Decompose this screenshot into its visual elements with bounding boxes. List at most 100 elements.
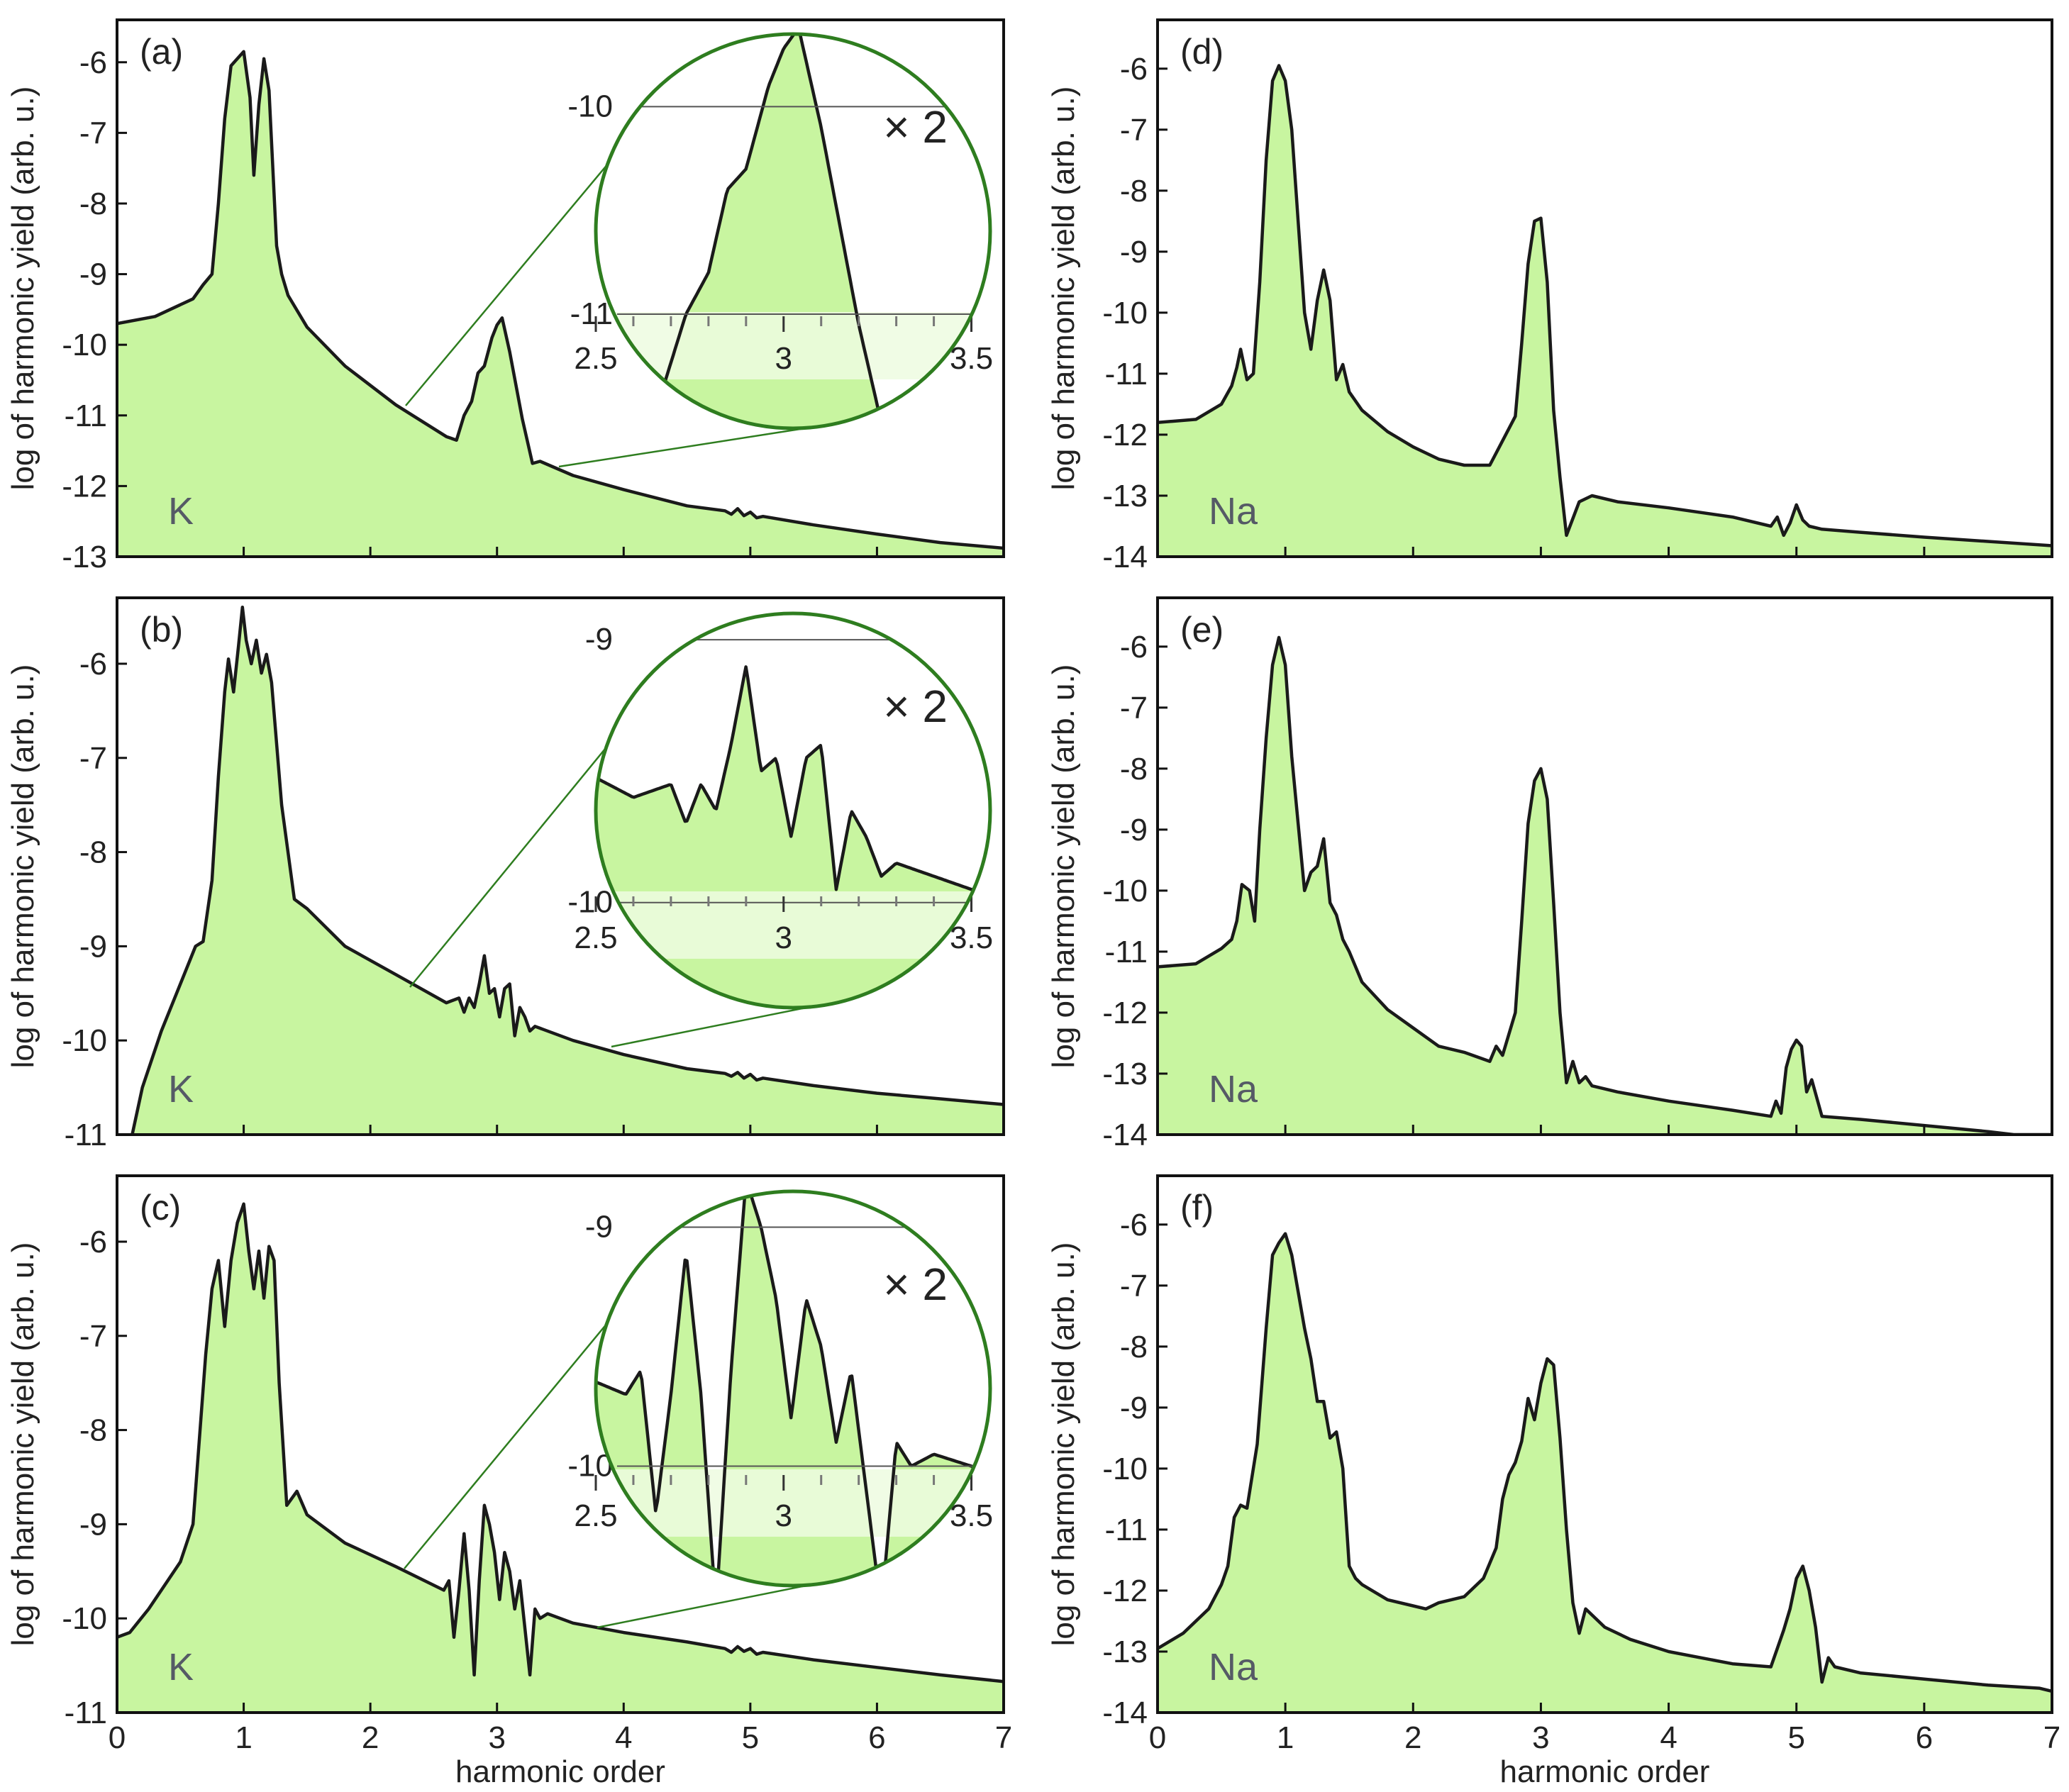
- element-label: Na: [1209, 490, 1258, 533]
- plot-frame: [116, 18, 1005, 558]
- y-axis-title: log of harmonic yield (arb. u.): [6, 1242, 40, 1647]
- inset-tick-band: [596, 312, 990, 379]
- inset-tick-label: 3: [775, 1498, 792, 1533]
- zoom-line: [558, 426, 809, 468]
- y-tick-label: -8: [1120, 1330, 1148, 1364]
- element-label: K: [168, 1646, 194, 1688]
- y-tick-label: -10: [1102, 296, 1148, 330]
- y-tick-label: -10: [1102, 874, 1148, 908]
- x-tick-label: 2: [362, 1720, 379, 1755]
- zoom-line: [611, 1006, 809, 1048]
- y-tick-label: -14: [1102, 540, 1148, 574]
- x-tick-label: 0: [1149, 1720, 1166, 1755]
- magnification-label: × 2: [883, 101, 948, 152]
- y-tick-label: -8: [79, 835, 107, 870]
- element-label: Na: [1209, 1068, 1258, 1111]
- y-tick-label: -6: [79, 647, 107, 681]
- y-tick-label: -11: [1105, 935, 1148, 969]
- y-tick-label: -6: [1120, 52, 1148, 87]
- inset-gridline-label: -10: [567, 885, 613, 920]
- y-tick-label: -11: [65, 399, 107, 433]
- element-label: Na: [1209, 1646, 1258, 1688]
- y-tick-label: -13: [1102, 1635, 1148, 1669]
- y-tick-label: -6: [1120, 630, 1148, 664]
- element-label: K: [168, 1068, 194, 1111]
- magnifier-ring: [594, 611, 992, 1010]
- y-tick-label: -10: [62, 1023, 107, 1058]
- inset-tick-label: 3.5: [950, 1498, 993, 1533]
- spectrum-area: [117, 51, 1004, 557]
- panel-letter: (b): [140, 610, 183, 650]
- y-tick-label: -10: [62, 328, 107, 362]
- y-tick-label: -8: [1120, 174, 1148, 208]
- inset-tick-label: 2.5: [574, 1498, 617, 1533]
- x-axis-title: harmonic order: [1500, 1754, 1710, 1789]
- panel-a: -6 -7 -8 -9 -10 -11 -12 -13 log of harmonic yiel…: [6, 18, 1005, 574]
- x-tick-label: 3: [488, 1720, 505, 1755]
- panel-letter: (d): [1180, 32, 1224, 72]
- x-tick-label: 1: [235, 1720, 252, 1755]
- y-tick-label: -7: [1120, 1269, 1148, 1303]
- panel-letter: (c): [140, 1188, 181, 1228]
- x-tick-label: 7: [995, 1720, 1012, 1755]
- inset-tick-label: 3.5: [950, 341, 993, 376]
- y-tick-label: -13: [1102, 1057, 1148, 1091]
- y-tick-label: -12: [1102, 418, 1148, 452]
- y-tick-label: -8: [79, 187, 107, 221]
- y-tick-label: -9: [79, 929, 107, 964]
- panel-letter: (a): [140, 32, 183, 72]
- spectrum-line: [1158, 64, 2052, 547]
- y-tick-label: -12: [1102, 996, 1148, 1030]
- y-tick-label: -7: [79, 741, 107, 776]
- plot-frame: [116, 1174, 1005, 1714]
- spectrum-area: [117, 1203, 1004, 1713]
- y-tick-label: -7: [1120, 113, 1148, 148]
- x-tick-label: 6: [868, 1720, 885, 1755]
- plot-frame: [1156, 18, 2053, 558]
- y-tick-label: -9: [1120, 813, 1148, 847]
- panel-letter: (e): [1180, 610, 1224, 650]
- y-tick-label: -14: [1102, 1696, 1148, 1730]
- y-tick-label: -8: [79, 1413, 107, 1448]
- inset-gridline-label: -11: [570, 296, 613, 331]
- y-tick-label: -10: [1102, 1452, 1148, 1486]
- inset-line: [596, 1191, 990, 1586]
- y-tick-label: -10: [62, 1601, 107, 1636]
- inset-tick-label: 3.5: [950, 920, 993, 955]
- y-tick-label: -7: [79, 116, 107, 150]
- y-tick-label: -11: [65, 1696, 107, 1730]
- inset-tick-label: 2.5: [574, 341, 617, 376]
- y-tick-label: -13: [1102, 479, 1148, 513]
- x-tick-label: 3: [1532, 1720, 1549, 1755]
- plot-frame: [1156, 596, 2053, 1136]
- y-tick-label: -6: [79, 45, 107, 80]
- x-tick-label: 6: [1916, 1720, 1933, 1755]
- panel-d: -6 -7 -8 -9 -10 -11 -12 -13 -14 log of harmonic y…: [1046, 18, 2053, 574]
- inset-tick-label: 3: [775, 341, 792, 376]
- y-axis-title: log of harmonic yield (arb. u.): [6, 664, 40, 1069]
- plot-frame: [116, 596, 1005, 1136]
- inset-gridline-label: -10: [567, 89, 613, 123]
- y-tick-label: -6: [79, 1225, 107, 1259]
- spectrum-area: [1158, 637, 2052, 1135]
- y-tick-label: -11: [1105, 357, 1148, 391]
- y-tick-label: -12: [1102, 1574, 1148, 1608]
- y-axis-title: log of harmonic yield (arb. u.): [1046, 87, 1081, 491]
- inset-gridline-label: -9: [585, 1210, 613, 1245]
- x-tick-label: 4: [1660, 1720, 1677, 1755]
- plot-frame: [1156, 1174, 2053, 1714]
- spectrum-area: [1158, 65, 2052, 557]
- y-axis-title: log of harmonic yield (arb. u.): [1046, 664, 1081, 1069]
- spectrum-line: [117, 1202, 1004, 1684]
- y-tick-label: -7: [79, 1319, 107, 1354]
- y-tick-label: -6: [1120, 1208, 1148, 1242]
- y-tick-label: -13: [62, 540, 107, 574]
- x-tick-label: 5: [742, 1720, 759, 1755]
- magnifier-ring: [594, 32, 992, 430]
- y-axis-title: log of harmonic yield (arb. u.): [1046, 1242, 1081, 1647]
- y-tick-label: -11: [1105, 1513, 1148, 1547]
- x-tick-label: 4: [615, 1720, 632, 1755]
- spectrum-line: [1158, 1232, 2052, 1693]
- element-label: K: [168, 490, 194, 533]
